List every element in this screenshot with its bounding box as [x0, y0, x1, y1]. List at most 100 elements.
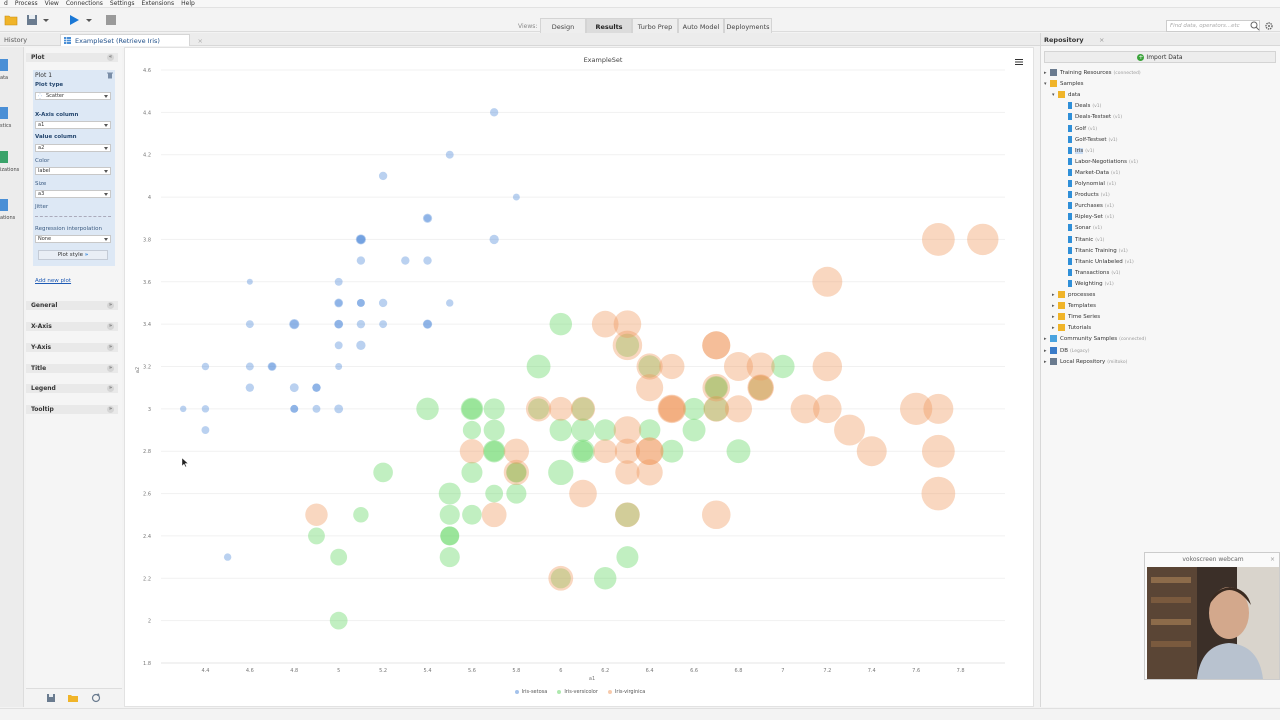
expand-icon[interactable]: » — [107, 302, 114, 309]
expand-arrow-icon[interactable]: ▸ — [1044, 70, 1047, 76]
repo-item-polynomial[interactable]: Polynomial (v1) — [1060, 179, 1116, 190]
repo-item-templates[interactable]: ▸ Templates — [1052, 301, 1096, 312]
menu-item-5[interactable]: Extensions — [141, 0, 175, 7]
section-header-general[interactable]: General » — [26, 301, 118, 310]
section-header-y-axis[interactable]: Y-Axis » — [26, 343, 118, 352]
search-icon[interactable] — [1250, 21, 1260, 31]
save-dropdown-icon[interactable] — [42, 13, 50, 27]
section-header-title[interactable]: Title » — [26, 364, 118, 373]
menu-item-0[interactable]: d — [4, 0, 8, 7]
repo-item-weighting[interactable]: Weighting (v1) — [1060, 279, 1114, 290]
expand-arrow-icon[interactable]: ▸ — [1052, 314, 1055, 321]
repo-item-iris[interactable]: Iris (v1) — [1060, 146, 1094, 157]
repo-item-sonar[interactable]: Sonar (v1) — [1060, 223, 1102, 234]
legend-item[interactable]: Iris-virginica — [607, 689, 645, 695]
view-button-turbo-prep[interactable]: Turbo Prep — [632, 18, 678, 34]
collapse-arrow-icon[interactable]: ▾ — [1052, 92, 1055, 99]
expand-icon[interactable]: » — [107, 406, 114, 413]
refresh-icon[interactable] — [91, 693, 101, 703]
expand-arrow-icon[interactable]: ▸ — [1052, 303, 1055, 310]
gear-icon[interactable] — [1264, 21, 1274, 31]
repo-item-time-series[interactable]: ▸ Time Series — [1052, 312, 1100, 323]
repo-item-titanic-unlabeled[interactable]: Titanic Unlabeled (v1) — [1060, 257, 1134, 268]
repo-item-labor-negotiations[interactable]: Labor-Negotiations (v1) — [1060, 157, 1138, 168]
run-icon[interactable] — [67, 13, 81, 27]
repo-item-ripley-set[interactable]: Ripley-Set (v1) — [1060, 212, 1114, 223]
repo-item-golf-testset[interactable]: Golf-Testset (v1) — [1060, 135, 1118, 146]
color-select[interactable]: label — [35, 167, 111, 175]
expand-arrow-icon[interactable]: ▸ — [1044, 358, 1047, 365]
data-view-icon[interactable] — [0, 59, 8, 71]
expand-arrow-icon[interactable]: ▸ — [1052, 292, 1055, 298]
run-dropdown-icon[interactable] — [85, 13, 93, 27]
repo-item-transactions[interactable]: Transactions (v1) — [1060, 268, 1120, 279]
section-header-x-axis[interactable]: X-Axis » — [26, 322, 118, 331]
size-select[interactable]: a3 — [35, 190, 111, 198]
left-strip-label-1[interactable]: stics — [0, 123, 12, 129]
expand-arrow-icon[interactable]: ▸ — [1052, 325, 1055, 332]
import-data-button[interactable]: + Import Data — [1044, 51, 1276, 63]
expand-icon[interactable]: » — [107, 344, 114, 351]
close-tab-icon[interactable]: × — [197, 37, 203, 45]
repo-item-golf[interactable]: Golf (v1) — [1060, 124, 1097, 135]
expand-icon[interactable]: » — [107, 385, 114, 392]
menu-item-2[interactable]: View — [44, 0, 59, 7]
menu-item-4[interactable]: Settings — [109, 0, 135, 7]
tab-history[interactable]: History — [4, 36, 28, 44]
view-button-auto-model[interactable]: Auto Model — [678, 18, 724, 34]
repository-tab[interactable]: Repository × — [1041, 33, 1280, 46]
chart-menu-icon[interactable] — [1015, 58, 1023, 66]
global-search-input[interactable]: Find data, operators...etc — [1166, 20, 1260, 32]
close-repository-icon[interactable]: × — [1099, 36, 1105, 44]
expand-arrow-icon[interactable]: ▸ — [1044, 347, 1047, 354]
expand-arrow-icon[interactable]: ▸ — [1044, 336, 1047, 343]
expand-icon[interactable]: » — [107, 323, 114, 330]
x-axis-column-select[interactable]: a1 — [35, 121, 111, 129]
collapse-arrow-icon[interactable]: ▾ — [1044, 81, 1047, 88]
legend-item[interactable]: Iris-versicolor — [557, 689, 598, 695]
legend-item[interactable]: Iris-setosa — [514, 689, 547, 695]
section-header-tooltip[interactable]: Tooltip » — [26, 405, 118, 414]
left-strip-label-2[interactable]: izations — [0, 167, 20, 173]
open-folder-icon[interactable] — [4, 13, 18, 27]
repo-item-data[interactable]: ▾ data — [1052, 90, 1080, 101]
repo-item-titanic[interactable]: Titanic (v1) — [1060, 235, 1104, 246]
repo-item-training-resources[interactable]: ▸ Training Resources (connected) — [1044, 68, 1141, 79]
repo-item-tutorials[interactable]: ▸ Tutorials — [1052, 323, 1091, 334]
repo-item-community-samples[interactable]: ▸ Community Samples (connected) — [1044, 334, 1146, 345]
menu-item-6[interactable]: Help — [181, 0, 195, 7]
open-chart-icon[interactable] — [68, 693, 78, 703]
stop-icon[interactable] — [104, 13, 118, 27]
visualizations-view-icon[interactable] — [0, 151, 8, 163]
view-button-deployments[interactable]: Deployments — [724, 18, 772, 34]
repo-item-samples[interactable]: ▾ Samples — [1044, 79, 1084, 90]
repo-item-db[interactable]: ▸ DB (Legacy) — [1044, 346, 1089, 357]
save-chart-icon[interactable] — [46, 693, 56, 703]
menu-item-3[interactable]: Connections — [65, 0, 103, 7]
annotations-view-icon[interactable] — [0, 199, 8, 211]
repo-item-deals[interactable]: Deals (v1) — [1060, 101, 1101, 112]
value-column-select[interactable]: a2 — [35, 144, 111, 152]
webcam-close-icon[interactable]: × — [1269, 556, 1275, 563]
repo-item-purchases[interactable]: Purchases (v1) — [1060, 201, 1114, 212]
repo-item-deals-testset[interactable]: Deals-Testset (v1) — [1060, 112, 1122, 123]
repo-item-market-data[interactable]: Market-Data (v1) — [1060, 168, 1120, 179]
repo-item-processes[interactable]: ▸ processes — [1052, 290, 1095, 301]
repo-item-titanic-training[interactable]: Titanic Training (v1) — [1060, 246, 1128, 257]
left-strip-label-3[interactable]: ations — [0, 215, 16, 221]
menu-item-1[interactable]: Process — [14, 0, 38, 7]
plot-type-select[interactable]: ⁛ Scatter — [35, 92, 111, 100]
expand-icon[interactable]: » — [107, 365, 114, 372]
plot-style-button[interactable]: Plot style » — [38, 250, 108, 260]
statistics-view-icon[interactable] — [0, 107, 8, 119]
add-new-plot-link[interactable]: Add new plot — [35, 278, 72, 284]
repo-item-products[interactable]: Products (v1) — [1060, 190, 1110, 201]
section-header-legend[interactable]: Legend » — [26, 384, 118, 393]
save-icon[interactable] — [25, 13, 39, 27]
tab-exampleset[interactable]: ExampleSet (Retrieve Iris) × — [60, 34, 203, 46]
jitter-slider[interactable] — [35, 213, 111, 217]
repo-item-local-repository[interactable]: ▸ Local Repository (miltoko) — [1044, 357, 1127, 368]
trash-icon[interactable] — [107, 72, 113, 79]
plot-section-header[interactable]: Plot « — [26, 53, 118, 62]
view-button-results[interactable]: Results — [586, 18, 632, 34]
